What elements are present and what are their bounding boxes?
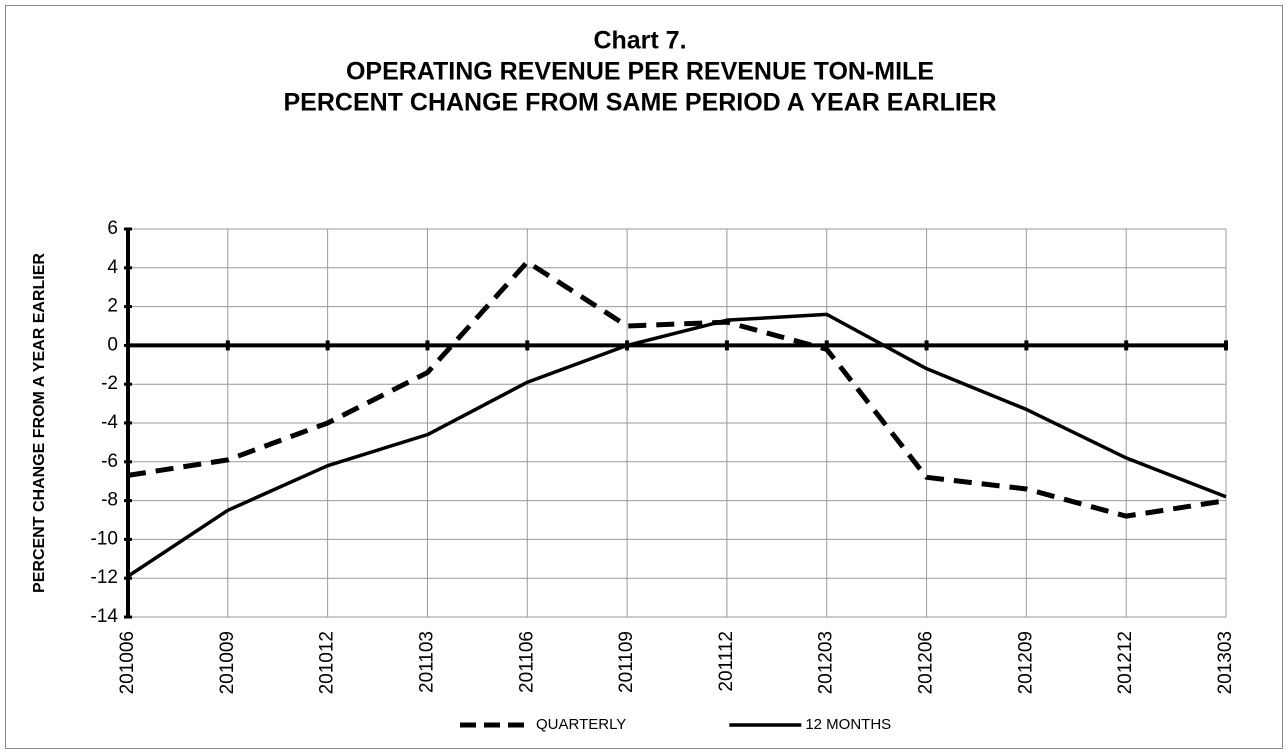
legend-label: 12 MONTHS — [805, 716, 891, 733]
chart-title: Chart 7. — [593, 27, 686, 55]
x-tick-label: 201209 — [1015, 631, 1036, 694]
x-tick-label: 201303 — [1215, 631, 1236, 694]
legend-label: QUARTERLY — [536, 716, 626, 733]
x-tick-label: 201106 — [516, 631, 537, 693]
chart-border — [5, 5, 1283, 749]
y-tick-label: -6 — [101, 451, 118, 472]
y-tick-label: -10 — [91, 528, 118, 549]
x-tick-label: 201109 — [616, 631, 637, 693]
x-tick-label: 201006 — [117, 631, 138, 694]
y-tick-label: -8 — [101, 490, 118, 511]
x-tick-label: 201112 — [716, 631, 737, 692]
x-tick-label: 201009 — [217, 631, 238, 694]
y-tick-label: 4 — [107, 257, 118, 278]
x-tick-label: 201203 — [816, 631, 837, 694]
y-axis-label: PERCENT CHANGE FROM A YEAR EARLIER — [31, 253, 48, 593]
x-tick-label: 201012 — [317, 631, 338, 694]
y-tick-label: -2 — [101, 373, 118, 394]
y-tick-label: -14 — [91, 606, 119, 627]
x-tick-label: 201212 — [1115, 631, 1136, 694]
y-tick-label: -12 — [91, 567, 118, 588]
y-tick-label: 0 — [107, 334, 118, 355]
y-tick-label: -4 — [101, 412, 118, 433]
y-tick-label: 2 — [107, 296, 118, 317]
chart-title: PERCENT CHANGE FROM SAME PERIOD A YEAR E… — [283, 89, 996, 117]
x-tick-label: 201103 — [416, 631, 437, 693]
y-tick-label: 6 — [107, 218, 118, 239]
x-tick-label: 201206 — [916, 631, 937, 694]
series-line — [127, 312, 1227, 578]
series-line — [127, 259, 1227, 519]
chart-title: OPERATING REVENUE PER REVENUE TON-MILE — [346, 58, 934, 86]
